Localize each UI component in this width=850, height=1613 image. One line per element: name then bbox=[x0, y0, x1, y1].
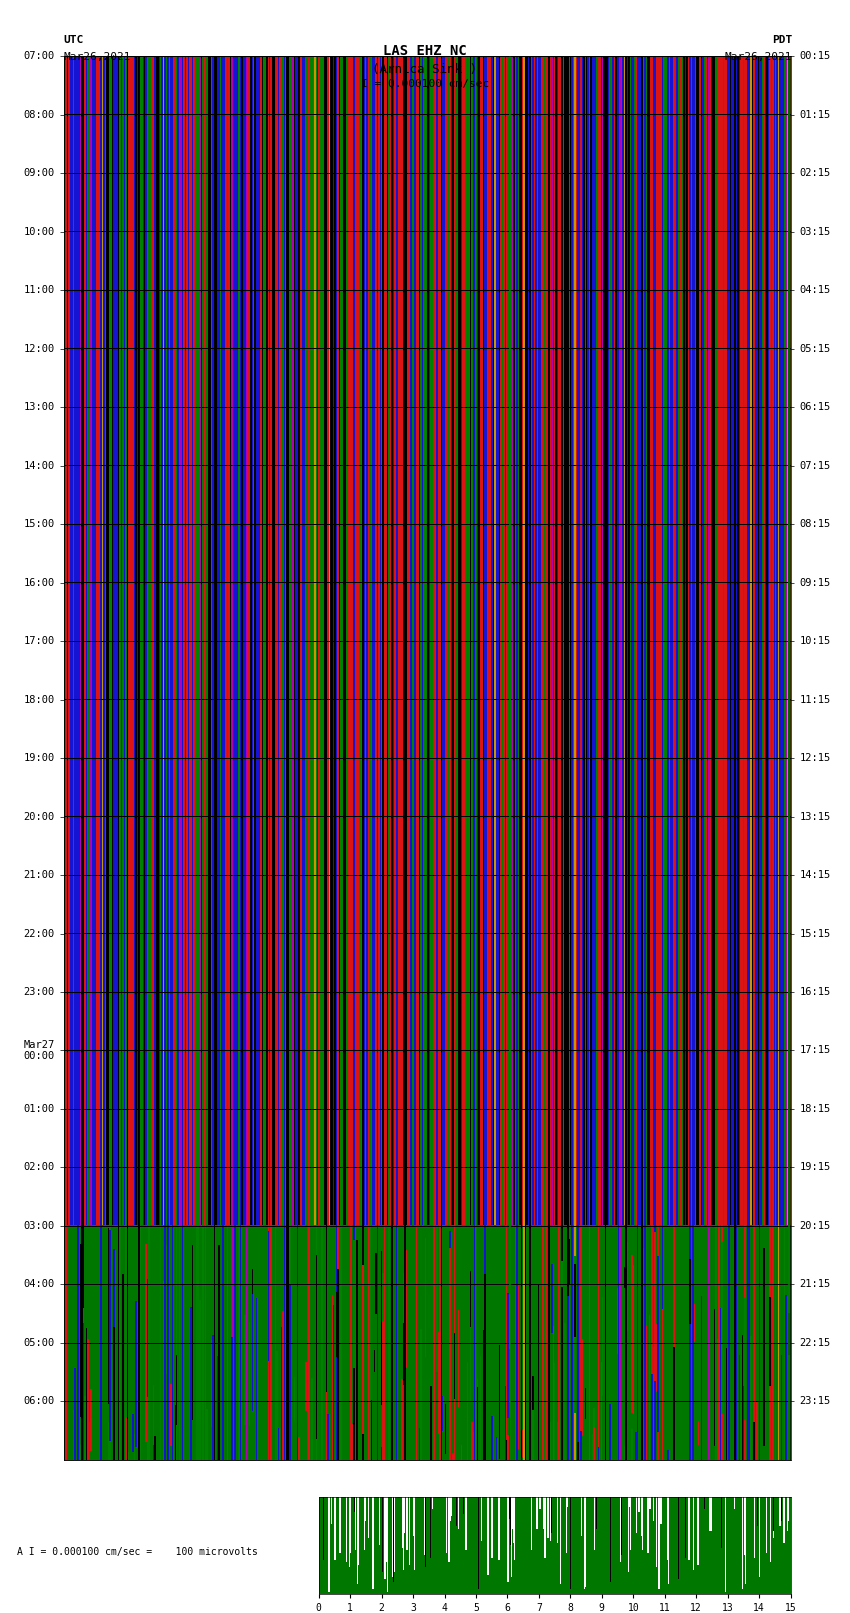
Text: LAS EHZ NC: LAS EHZ NC bbox=[383, 44, 467, 58]
Text: I = 0.000100 cm/sec: I = 0.000100 cm/sec bbox=[361, 79, 489, 89]
Text: A I = 0.000100 cm/sec =    100 microvolts: A I = 0.000100 cm/sec = 100 microvolts bbox=[17, 1547, 258, 1557]
Text: UTC: UTC bbox=[64, 35, 84, 45]
Text: PDT: PDT bbox=[772, 35, 792, 45]
Text: Mar26,2021: Mar26,2021 bbox=[64, 52, 131, 61]
Text: Mar26,2021: Mar26,2021 bbox=[725, 52, 792, 61]
Text: (Arnica Sink ): (Arnica Sink ) bbox=[372, 63, 478, 76]
